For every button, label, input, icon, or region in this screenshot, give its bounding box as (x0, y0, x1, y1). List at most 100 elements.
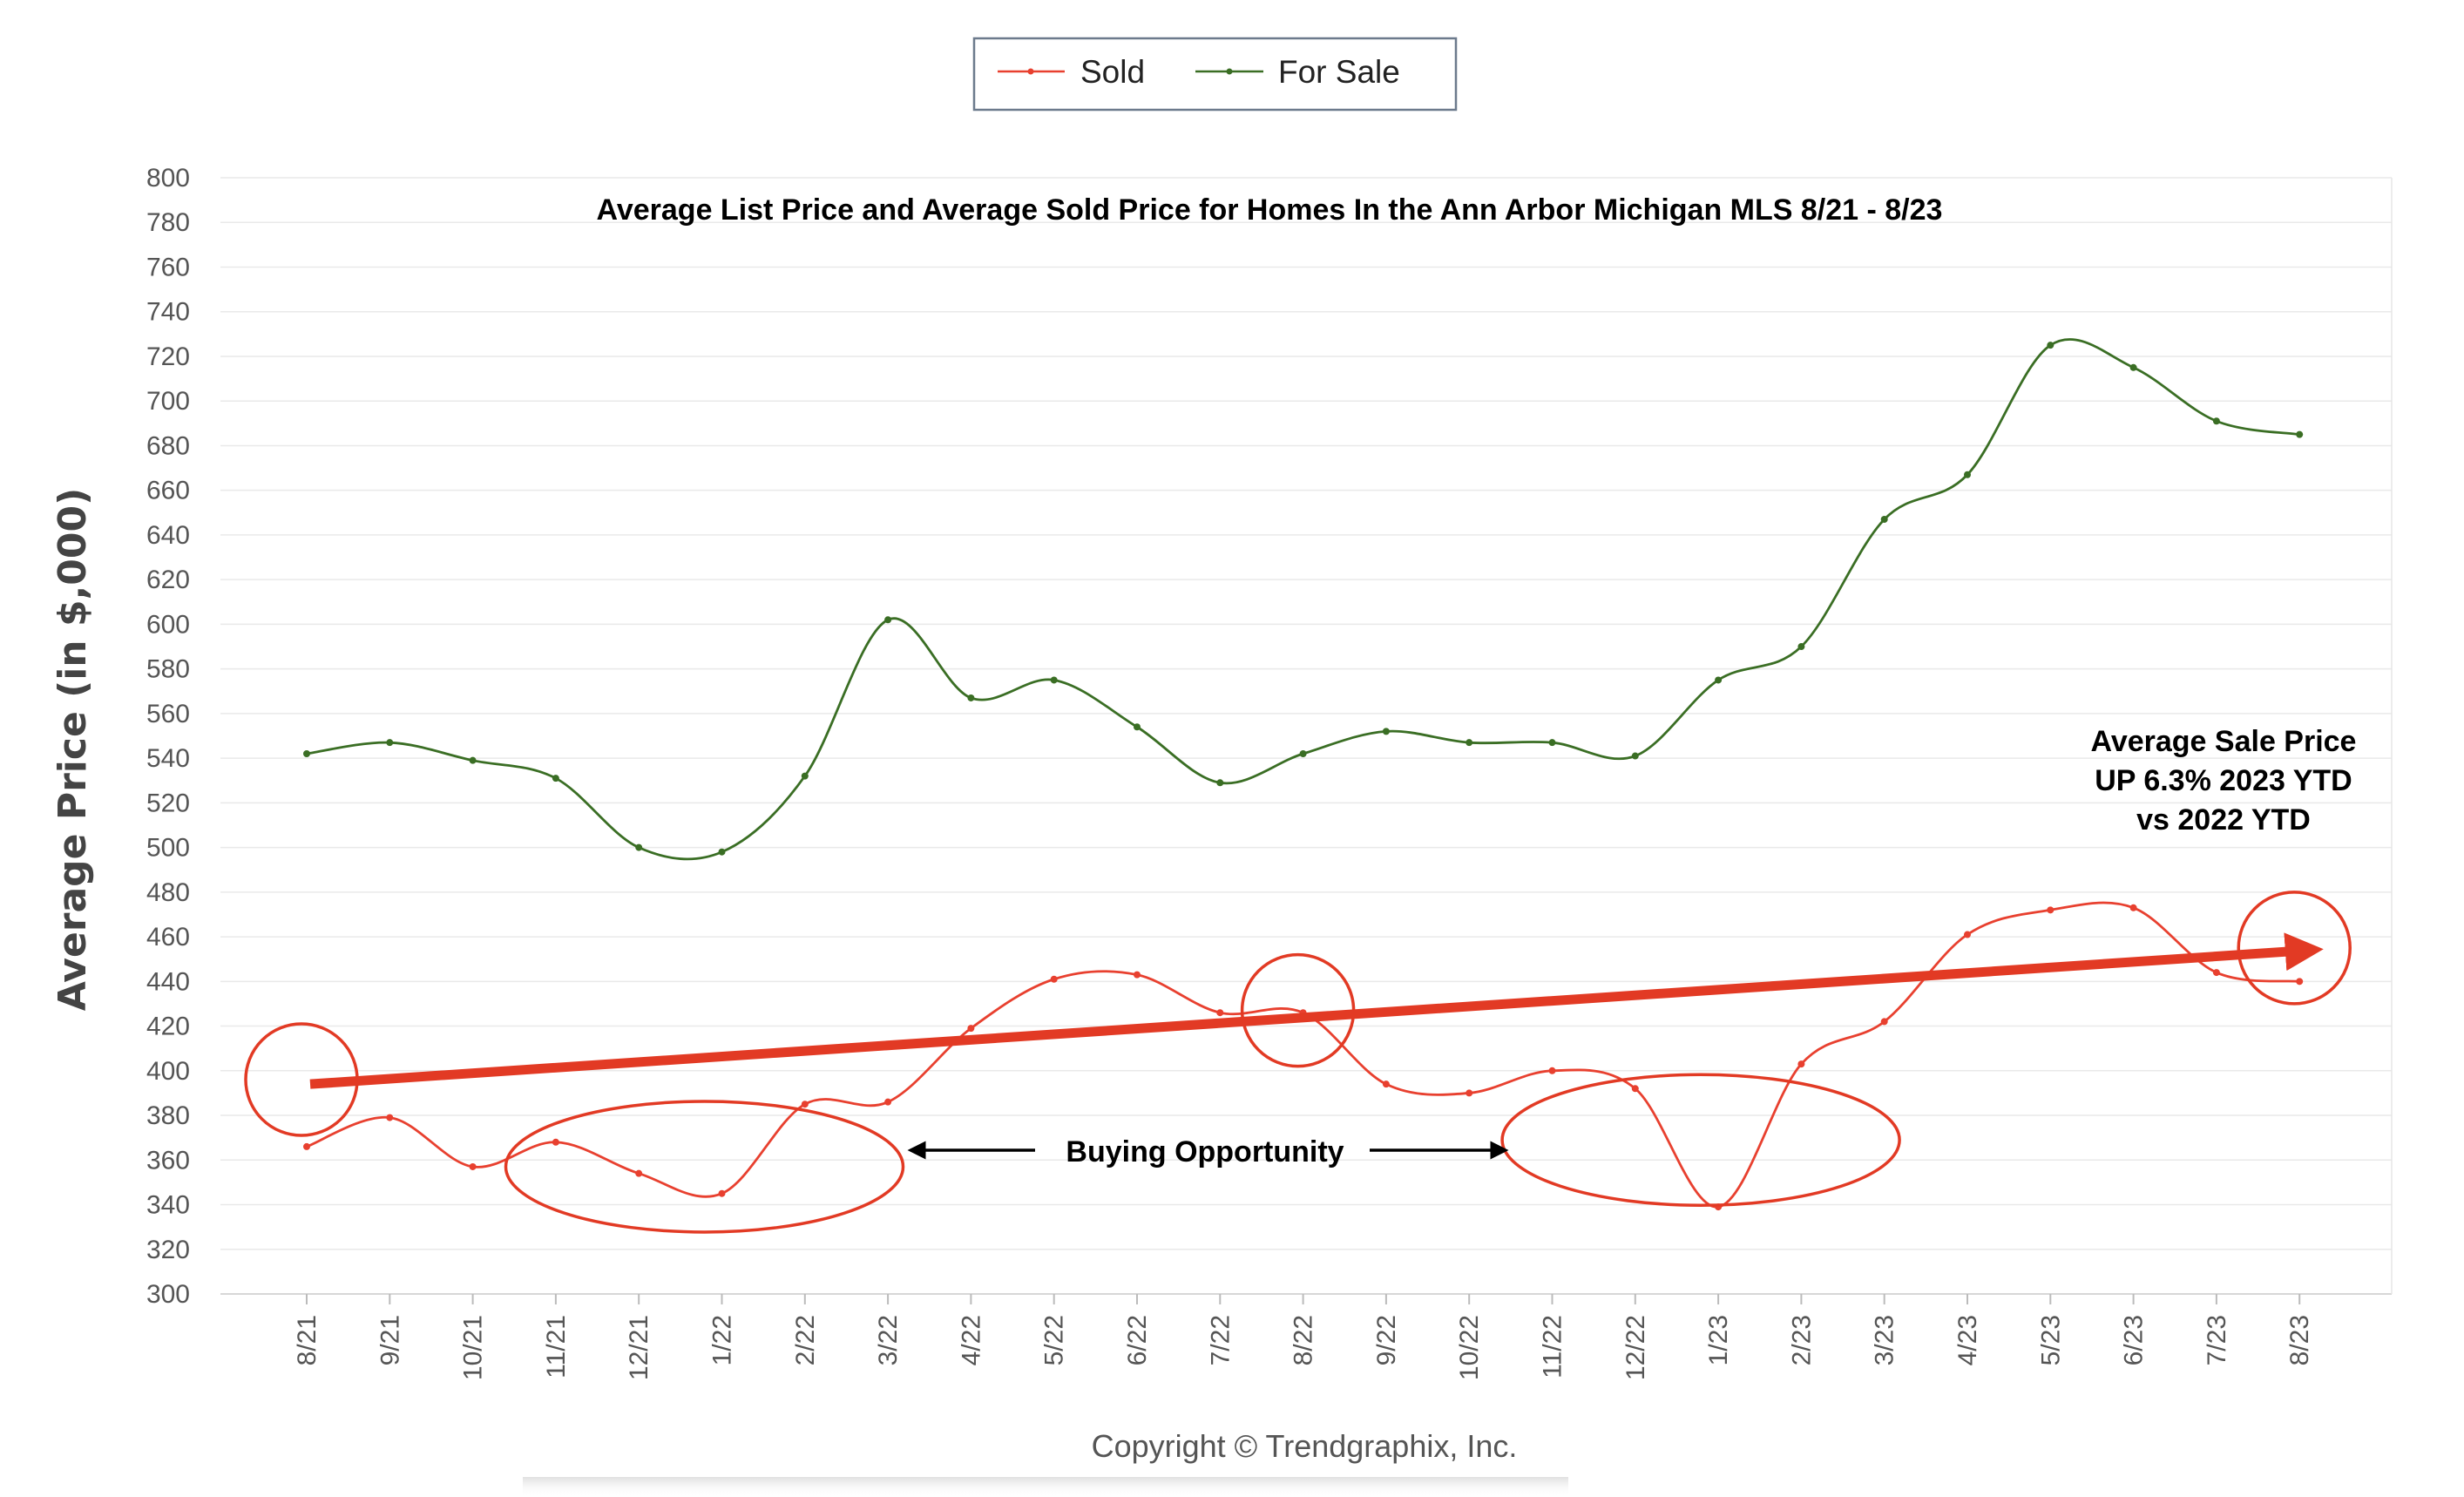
series-lines (303, 338, 2304, 1211)
sold-data-point (1466, 1089, 1473, 1097)
legend-sold-label: Sold (1080, 54, 1145, 90)
for-sale-data-point (469, 756, 477, 764)
y-tick-label: 460 (146, 923, 190, 952)
for-sale-data-point (1548, 739, 1556, 747)
x-tick-label: 10/22 (1455, 1315, 1484, 1380)
x-tick-label: 9/21 (376, 1315, 404, 1365)
sold-data-point (1631, 1085, 1639, 1093)
y-tick-label: 440 (146, 967, 190, 996)
sold-data-point (2047, 906, 2054, 914)
legend-frame (972, 37, 1458, 112)
legend-for-sale-label: For Sale (1278, 54, 1400, 90)
sold-data-point (552, 1138, 559, 1146)
sold-data-point (1050, 975, 1058, 983)
x-tick-label: 11/21 (542, 1315, 571, 1378)
y-axis-label: Average Price (in $,000) (51, 488, 95, 1011)
y-tick-label: 700 (146, 387, 190, 416)
y-tick-label: 520 (146, 789, 190, 817)
x-tick-label: 4/22 (957, 1315, 985, 1365)
y-tick-label: 400 (146, 1057, 190, 1086)
legend-sold-marker (1027, 68, 1034, 75)
for-sale-data-point (2129, 363, 2137, 371)
x-tick-label: 12/22 (1621, 1315, 1650, 1380)
x-tick-label: 8/23 (2285, 1315, 2314, 1365)
legend: Sold For Sale (972, 37, 1458, 112)
sale-price-note: Average Sale Price UP 6.3% 2023 YTD vs 2… (2091, 725, 2357, 837)
highlight-circle (2237, 891, 2352, 1006)
y-tick-label: 640 (146, 521, 190, 550)
for-sale-data-point (967, 694, 975, 701)
sale-price-note-line-1: Average Sale Price (2091, 725, 2357, 758)
x-tick-label: 11/22 (1539, 1315, 1567, 1378)
copyright-text: Copyright © Trendgraphix, Inc. (1092, 1428, 1518, 1464)
sold-data-point (469, 1162, 477, 1170)
x-tick-label: 1/22 (708, 1315, 737, 1365)
y-tick-label: 300 (146, 1280, 190, 1309)
sold-data-point (303, 1142, 310, 1150)
chart-title: Average List Price and Average Sold Pric… (597, 193, 1943, 227)
sale-price-note-line-3: vs 2022 YTD (2136, 803, 2311, 837)
x-tick-label: 7/23 (2203, 1315, 2231, 1365)
sold-data-point (884, 1098, 892, 1106)
for-sale-data-point (1631, 752, 1639, 760)
x-tick-label: 5/22 (1040, 1315, 1069, 1365)
for-sale-data-point (1797, 643, 1805, 651)
x-tick-label: 12/21 (625, 1315, 653, 1380)
for-sale-data-point (1050, 676, 1058, 684)
y-axis-ticks: 300 320 340 360 380 400 420 440 460 480 500 520 540 5… (146, 164, 190, 1309)
x-tick-label: 7/22 (1206, 1315, 1235, 1365)
x-tick-label: 8/22 (1290, 1315, 1318, 1365)
y-tick-label: 600 (146, 610, 190, 639)
y-tick-label: 580 (146, 655, 190, 684)
y-tick-label: 360 (146, 1146, 190, 1175)
for-sale-data-point (1715, 676, 1723, 684)
sold-data-point (1964, 931, 1971, 938)
sold-data-point (2296, 978, 2304, 986)
y-tick-label: 680 (146, 431, 190, 460)
buying-opportunity-label: Buying Opportunity (1066, 1135, 1344, 1168)
sold-data-point (718, 1189, 726, 1197)
y-tick-label: 320 (146, 1236, 190, 1264)
y-tick-label: 780 (146, 208, 190, 237)
for-sale-data-point (1216, 779, 1224, 787)
sold-data-point (635, 1169, 643, 1177)
for-sale-data-point (635, 843, 643, 851)
x-tick-label: 8/21 (293, 1315, 322, 1365)
x-axis-ticks: 8/21 9/21 10/21 11/21 12/21 1/22 2/22 3/22 4/22 5… (293, 1294, 2314, 1380)
for-sale-series-line (306, 338, 2300, 861)
y-tick-label: 380 (146, 1101, 190, 1130)
sold-data-point (801, 1101, 809, 1108)
highlight-circle (244, 1022, 359, 1137)
x-tick-label: 6/23 (2120, 1315, 2149, 1365)
y-tick-label: 720 (146, 342, 190, 371)
x-tick-label: 3/22 (874, 1315, 903, 1365)
highlight-circle (1240, 952, 1356, 1068)
sold-data-point (1880, 1018, 1888, 1026)
y-tick-label: 760 (146, 253, 190, 281)
x-tick-label: 2/22 (791, 1315, 820, 1365)
for-sale-data-point (884, 616, 892, 624)
x-tick-label: 10/21 (459, 1315, 488, 1380)
y-tick-label: 660 (146, 477, 190, 505)
for-sale-data-point (2047, 342, 2054, 349)
legend-for-sale-marker (1226, 68, 1233, 75)
sold-data-point (1797, 1060, 1805, 1068)
sold-data-point (2212, 969, 2220, 977)
for-sale-data-point (552, 775, 559, 782)
annotation-overlays (244, 891, 2352, 1234)
y-tick-label: 800 (146, 164, 190, 193)
x-tick-label: 3/23 (1871, 1315, 1899, 1365)
for-sale-data-point (801, 772, 809, 780)
grid-lines (220, 177, 2393, 1295)
for-sale-data-point (1964, 471, 1971, 478)
sold-data-point (1216, 1009, 1224, 1017)
x-tick-label: 2/23 (1787, 1315, 1816, 1365)
for-sale-data-point (1466, 739, 1473, 747)
y-tick-label: 740 (146, 298, 190, 327)
x-tick-label: 6/22 (1123, 1315, 1152, 1365)
for-sale-data-point (1299, 749, 1307, 757)
for-sale-data-point (2296, 430, 2304, 438)
y-tick-label: 480 (146, 878, 190, 907)
x-tick-label: 1/23 (1704, 1315, 1733, 1365)
y-tick-label: 420 (146, 1013, 190, 1041)
